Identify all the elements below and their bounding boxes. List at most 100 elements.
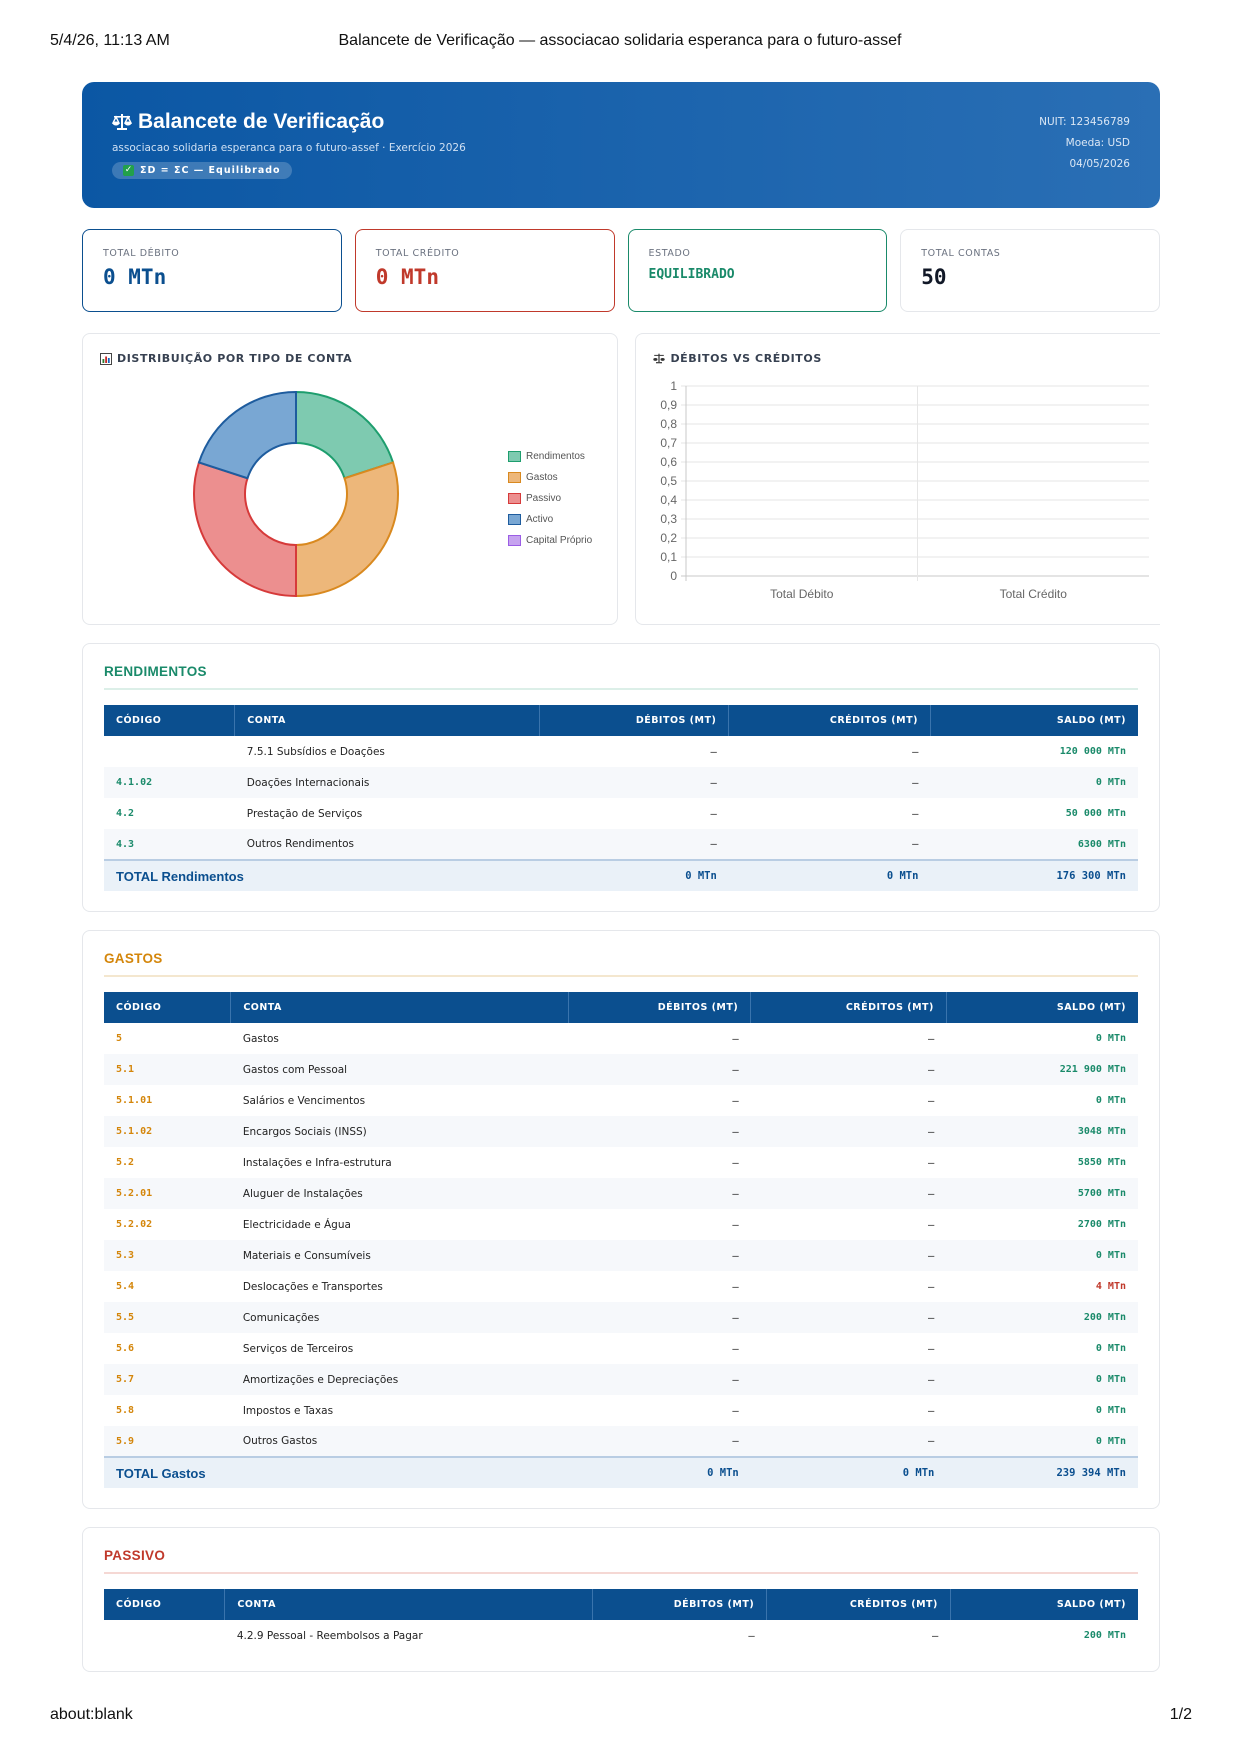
credit-value: –: [750, 1116, 947, 1147]
print-datetime: 5/4/26, 11:13 AM: [50, 32, 170, 49]
y-tick-label: 0,1: [661, 550, 678, 564]
summary-cards: TOTAL DÉBITO 0 MTn TOTAL CRÉDITO 0 MTn E…: [82, 229, 1160, 312]
table-row: 5.1 Gastos com Pessoal – –221 900 MTn: [104, 1054, 1138, 1085]
charts-row: DISTRIBUIÇÃO POR TIPO DE CONTA Rendiment…: [82, 333, 1160, 625]
account-name: Doações Internacionais: [234, 767, 540, 798]
y-tick-label: 0,2: [661, 531, 678, 545]
passivo-body: 4.2.9 Pessoal - Reembolsos a Pagar – – 200 …: [104, 1620, 1138, 1651]
card-total-credito: TOTAL CRÉDITO 0 MTn: [354, 229, 615, 312]
legend-swatch: [508, 472, 521, 483]
col-codigo: CÓDIGO: [104, 1589, 226, 1620]
col-debitos: DÉBITOS (MT): [568, 992, 752, 1023]
debit-value: –: [568, 1116, 751, 1147]
table-row: 5.1.01 Salários e Vencimentos – – 0 MTn: [104, 1085, 1138, 1116]
total-row: TOTAL Rendimentos 0 MTn 0 MTn 176 300 MTn: [104, 859, 1138, 891]
credit-value: –: [928, 1404, 935, 1417]
credit-value: –: [928, 1280, 935, 1293]
y-tick-label: 0,8: [661, 417, 678, 431]
col-codigo: CÓDIGO: [104, 705, 236, 736]
card-label: ESTADO: [648, 248, 691, 259]
x-tick-label: Total Crédito: [1000, 587, 1068, 601]
section-rendimentos: RENDIMENTOS CÓDIGO CONTA DÉBITOS (MT) CR…: [82, 643, 1160, 912]
section-gastos: GASTOS CÓDIGO CONTA DÉBITOS (MT) CRÉDITO…: [82, 930, 1160, 1509]
legend-item: Capital Próprio: [508, 530, 592, 551]
balance-value: 120 000 MTn: [1059, 746, 1126, 757]
total-debit: 0 MTn: [568, 1456, 751, 1488]
col-conta: CONTA: [230, 992, 569, 1023]
table-header-row: CÓDIGO CONTA DÉBITOS (MT) CRÉDITOS (MT) …: [104, 705, 1138, 736]
balance-value: 0 MTn: [1095, 1033, 1126, 1044]
balance-value: 6300 MTn: [930, 829, 1138, 860]
gastos-body: 5 Gastos – –0 MTn 5.1 Gastos com Pessoal – –221…: [104, 1023, 1138, 1488]
credit-value: –: [928, 1094, 935, 1107]
table-row: 4.3 Outros Rendimentos – –6300 MTn: [104, 829, 1138, 860]
account-code: 5.1: [104, 1054, 231, 1085]
donut-slice: [295, 461, 399, 598]
account-name: Amortizações e Depreciações: [230, 1364, 569, 1395]
balance-value: 4 MTn: [1095, 1281, 1126, 1292]
card-label: TOTAL CONTAS: [921, 248, 1001, 259]
credit-value: –: [750, 1240, 947, 1271]
debit-value: –: [539, 829, 729, 860]
balance-value: 2700 MTn: [1077, 1219, 1126, 1230]
credit-value: –: [928, 1342, 935, 1355]
debit-value: –: [732, 1342, 739, 1355]
donut-chart-title-text: DISTRIBUIÇÃO POR TIPO DE CONTA: [117, 352, 353, 365]
table-row: 4.1.02 Doações Internacionais – –0 MTn: [104, 767, 1138, 798]
total-row: TOTAL Gastos 0 MTn 0 MTn 239 394 MTn: [104, 1456, 1138, 1488]
card-value: 0 MTn: [103, 265, 167, 289]
col-debitos: DÉBITOS (MT): [539, 705, 730, 736]
card-value: 50: [921, 265, 947, 289]
debit-value: –: [748, 1629, 755, 1642]
total-balance: 239 394 MTn: [946, 1456, 1138, 1488]
account-name: Salários e Vencimentos: [242, 1094, 366, 1107]
y-tick-label: 0,7: [661, 436, 678, 450]
credit-value: –: [928, 1156, 935, 1169]
report-meta: NUIT: 123456789 Moeda: USD 04/05/2026: [1039, 112, 1130, 175]
donut-chart: [193, 390, 399, 598]
credit-value: –: [750, 1426, 947, 1457]
balance-value: 3048 MTn: [946, 1116, 1138, 1147]
debit-value: –: [568, 1178, 751, 1209]
account-code: 5.4: [116, 1281, 135, 1292]
table-row: 5.2.01 Aluguer de Instalações – –5700 MTn: [104, 1178, 1138, 1209]
balance-value: 0 MTn: [930, 767, 1138, 798]
table-row: 5.2.02 Electricidade e Água – – 2700 MTn: [104, 1209, 1138, 1240]
col-saldo: SALDO (MT): [946, 992, 1138, 1023]
account-name: Gastos: [242, 1032, 279, 1045]
col-creditos: CRÉDITOS (MT): [750, 992, 947, 1023]
table-row: 5.5 Comunicações – –200 MTn: [104, 1302, 1138, 1333]
debit-value: –: [568, 1302, 751, 1333]
debit-value: –: [568, 1426, 751, 1457]
account-code: 5.1.01: [116, 1095, 153, 1106]
credit-value: –: [912, 745, 919, 758]
nuit: NUIT: 123456789: [1039, 116, 1130, 128]
account-name: Deslocações e Transportes: [242, 1280, 383, 1293]
total-debit: 0 MTn: [539, 859, 729, 891]
debit-value: –: [732, 1156, 739, 1169]
account-code: 5: [116, 1033, 123, 1044]
balance-value: 221 900 MTn: [946, 1054, 1138, 1085]
debit-value: –: [732, 1404, 739, 1417]
donut-slice: [193, 461, 297, 598]
total-credit: 0 MTn: [728, 859, 931, 891]
print-page-number: 1/2: [1169, 1706, 1192, 1723]
debit-value: –: [732, 1094, 739, 1107]
credit-value: –: [928, 1032, 935, 1045]
status-badge-text: ΣD = ΣC — Equilibrado: [140, 165, 281, 176]
y-tick-label: 0: [671, 569, 678, 583]
table-row: 5.2 Instalações e Infra-estrutura – – 5850 M…: [104, 1147, 1138, 1178]
donut-chart-panel: DISTRIBUIÇÃO POR TIPO DE CONTA Rendiment…: [82, 333, 619, 625]
debit-value: –: [732, 1280, 739, 1293]
section-title: GASTOS: [104, 951, 1138, 977]
total-label: TOTAL Gastos: [104, 1456, 569, 1488]
account-code: 5.3: [104, 1240, 231, 1271]
col-creditos: CRÉDITOS (MT): [766, 1589, 951, 1620]
y-tick-label: 1: [671, 379, 678, 393]
account-name: Materiais e Consumíveis: [230, 1240, 569, 1271]
legend-label: Activo: [526, 514, 554, 525]
balance-value: 5700 MTn: [946, 1178, 1138, 1209]
account-name: Comunicações: [230, 1302, 569, 1333]
donut-slice: [295, 390, 395, 480]
card-total-contas: TOTAL CONTAS 50: [900, 229, 1160, 312]
